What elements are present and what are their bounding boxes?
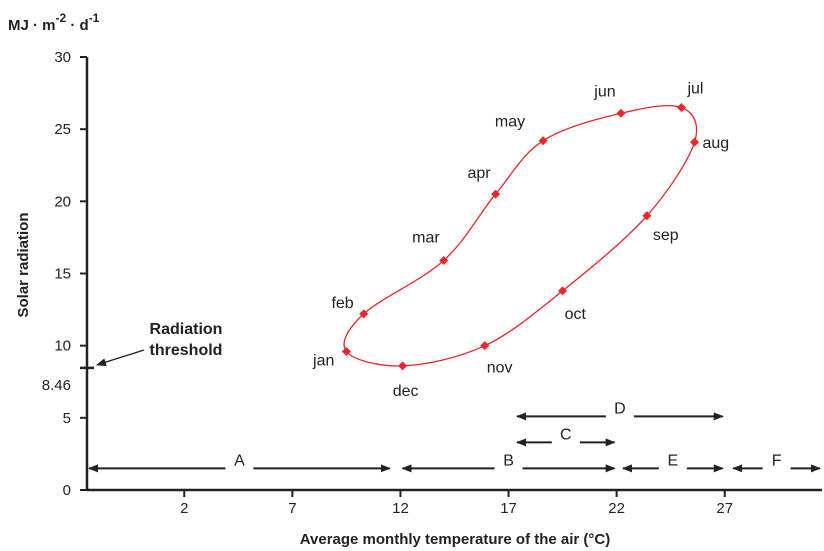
x-tick-label: 17: [500, 500, 517, 517]
label-jan: jan: [312, 352, 334, 369]
label-sep: sep: [653, 227, 679, 244]
y-tick-label: 10: [54, 338, 71, 355]
label-jun: jun: [593, 83, 615, 100]
range-label-D: D: [614, 400, 626, 417]
data-points: [341, 103, 699, 371]
point-jul: [676, 103, 686, 113]
threshold-arrow: [96, 349, 145, 366]
x-tick-label: 7: [288, 500, 296, 517]
y-tick-label: 5: [63, 410, 71, 427]
y-tick-label: 0: [63, 482, 71, 499]
range-label-F: F: [772, 452, 782, 469]
label-nov: nov: [487, 360, 513, 377]
label-feb: feb: [331, 295, 353, 312]
label-apr: apr: [467, 165, 491, 182]
range-label-B: B: [503, 452, 514, 469]
point-jun: [616, 108, 626, 118]
series-curve: [343, 104, 698, 367]
month-labels: jan feb mar apr may jun jul aug sep oct nov dec: [312, 81, 729, 400]
label-dec: dec: [393, 383, 419, 400]
point-aug: [689, 137, 699, 147]
y-tick-label: 15: [54, 266, 71, 283]
x-tick-label: 22: [608, 500, 625, 517]
temperature-ranges: A B C D E F: [88, 400, 821, 473]
x-tick-label: 2: [180, 500, 188, 517]
point-sep: [642, 211, 652, 221]
y-tick-label: 25: [54, 121, 71, 138]
y-axis-title: Solar radiation: [15, 212, 32, 317]
label-aug: aug: [702, 135, 729, 152]
point-may: [538, 136, 548, 146]
y-tick-label: 30: [54, 49, 71, 66]
label-may: may: [495, 114, 525, 131]
series-line: [343, 104, 698, 367]
range-label-E: E: [668, 452, 679, 469]
point-nov: [480, 341, 490, 351]
range-label-C: C: [560, 426, 572, 443]
threshold-value: 8.46: [42, 377, 71, 394]
x-tick-label: 12: [392, 500, 409, 517]
label-oct: oct: [565, 306, 587, 323]
unit-label: MJ · m-2 · d-1: [8, 11, 100, 34]
y-tick-label: 20: [54, 193, 71, 210]
point-feb: [359, 309, 369, 319]
threshold-label-line1: Radiation: [150, 321, 223, 338]
label-mar: mar: [412, 230, 440, 247]
axes: [80, 56, 822, 497]
point-jan: [341, 346, 351, 356]
label-jul: jul: [686, 81, 703, 98]
x-axis-title: Average monthly temperature of the air (…: [300, 531, 611, 548]
x-tick-label: 27: [716, 500, 733, 517]
point-oct: [558, 286, 568, 296]
point-mar: [439, 256, 449, 266]
threshold-label-line2: threshold: [150, 342, 223, 359]
point-dec: [398, 361, 408, 371]
radiation-threshold: Radiation threshold 8.46: [42, 321, 223, 394]
range-label-A: A: [234, 452, 245, 469]
point-apr: [491, 189, 501, 199]
